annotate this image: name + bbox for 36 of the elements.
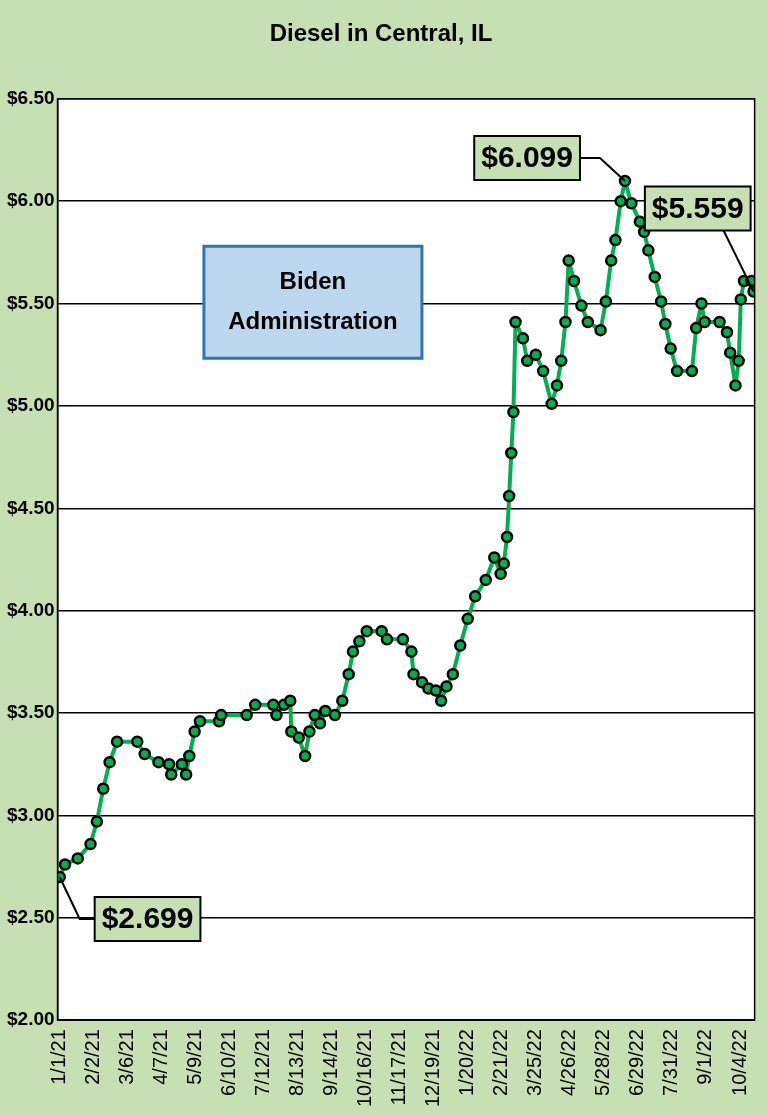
x-tick-label: 6/10/21 — [217, 1029, 240, 1096]
x-tick-label: 9/1/22 — [693, 1029, 716, 1085]
annotation: $6.099 — [481, 140, 573, 174]
annotation: $5.559 — [651, 190, 744, 224]
y-tick-label: $4.50 — [7, 496, 55, 518]
x-tick-label: 2/2/21 — [81, 1029, 104, 1085]
x-tick-label: 11/17/21 — [387, 1029, 410, 1106]
y-tick-label: $4.00 — [7, 598, 55, 620]
y-tick-label: $6.50 — [7, 87, 55, 109]
y-tick-label: $3.00 — [7, 803, 55, 825]
x-tick-label: 9/14/21 — [319, 1029, 342, 1096]
y-tick-label: $5.50 — [7, 291, 55, 313]
x-tick-label: 12/19/21 — [421, 1029, 444, 1108]
x-tick-label: 4/7/21 — [149, 1029, 172, 1085]
x-tick-label: 2/21/22 — [489, 1029, 512, 1096]
x-tick-label: 8/13/21 — [285, 1029, 308, 1096]
x-tick-label: 6/29/22 — [625, 1029, 648, 1096]
x-tick-label: 5/28/22 — [591, 1029, 614, 1096]
chart-title: Diesel in Central, IL — [269, 19, 493, 47]
y-tick-label: $3.50 — [7, 701, 55, 723]
x-tick-label: 3/6/21 — [115, 1029, 138, 1085]
y-tick-label: $5.00 — [7, 394, 55, 416]
x-tick-label: 7/12/21 — [251, 1029, 274, 1096]
x-tick-label: 7/31/22 — [659, 1029, 682, 1096]
annotation: Biden Administration — [228, 266, 398, 334]
x-tick-label: 3/25/22 — [523, 1029, 546, 1096]
y-tick-label: $2.50 — [7, 906, 55, 928]
x-tick-label: 10/16/21 — [353, 1029, 376, 1108]
y-tick-label: $2.00 — [7, 1008, 55, 1030]
x-tick-label: 5/9/21 — [183, 1029, 206, 1085]
x-tick-label: 10/4/22 — [728, 1029, 751, 1096]
x-tick-label: 4/26/22 — [557, 1029, 580, 1096]
x-tick-label: 1/20/22 — [455, 1029, 478, 1096]
y-tick-label: $6.00 — [7, 189, 55, 211]
x-tick-label: 1/1/21 — [47, 1029, 70, 1085]
annotation: $2.699 — [101, 901, 194, 935]
